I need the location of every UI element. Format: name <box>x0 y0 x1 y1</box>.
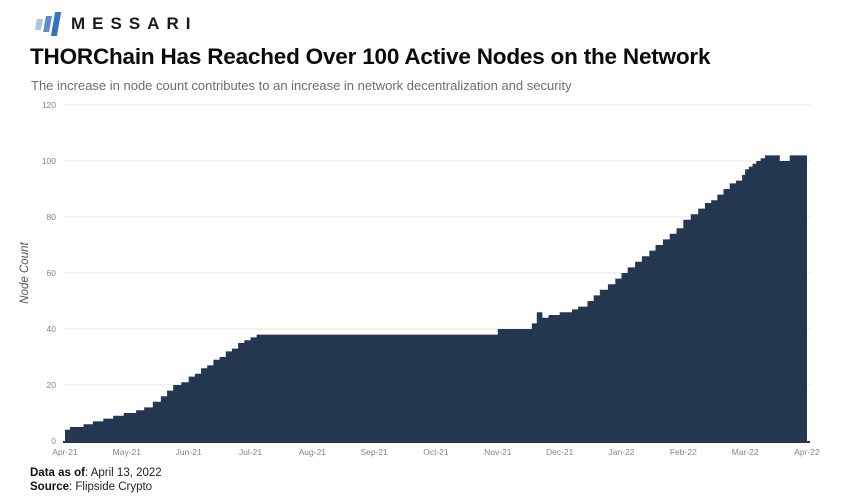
chart-footer: Data as of: April 13, 2022 Source: Flips… <box>30 467 162 494</box>
x-axis-tick-label: Apr-21 <box>52 447 78 457</box>
page-title: THORChain Has Reached Over 100 Active No… <box>30 44 711 69</box>
x-axis-tick-label: Jan-22 <box>609 447 635 457</box>
source-label: Source <box>30 480 69 493</box>
y-axis-tick-label: 100 <box>42 156 56 166</box>
x-axis-tick-label: Jul-21 <box>239 447 262 457</box>
x-axis-tick-label: Feb-22 <box>670 447 697 457</box>
messari-wordmark: MESSARI <box>71 13 198 33</box>
x-axis-tick-label: Nov-21 <box>484 447 512 457</box>
y-axis-tick-label: 120 <box>42 100 56 110</box>
y-axis-tick-label: 0 <box>51 436 56 446</box>
x-axis-tick-label: Mar-22 <box>732 447 759 457</box>
x-axis-tick-label: Sep-21 <box>360 447 388 457</box>
data-as-of-label: Data as of <box>30 467 85 479</box>
source-line: Source: Flipside Crypto <box>30 481 162 495</box>
data-as-of-line: Data as of: April 13, 2022 <box>30 467 162 481</box>
messari-logo-icon <box>35 12 62 36</box>
x-axis-tick-label: Oct-21 <box>423 447 449 457</box>
y-axis-tick-label: 60 <box>47 268 57 278</box>
y-axis-tick-label: 20 <box>47 380 57 390</box>
y-axis-title: Node Count <box>19 242 31 304</box>
y-axis-tick-label: 40 <box>47 324 57 334</box>
node-count-area-series <box>65 155 807 441</box>
x-axis-tick-label: Apr-22 <box>794 447 820 457</box>
page-subtitle: The increase in node count contributes t… <box>31 78 572 93</box>
node-count-area-chart: 0 20 40 60 80 100 120 Apr-21 May-21 Jun-21 Jul-21 A… <box>19 100 820 457</box>
x-axis-tick-label: Dec-21 <box>546 447 574 457</box>
y-axis-tick-label: 80 <box>47 212 57 222</box>
x-axis-tick-label: Aug-21 <box>299 447 327 457</box>
x-axis-tick-label: May-21 <box>113 447 142 457</box>
data-as-of-value: : April 13, 2022 <box>84 467 162 479</box>
messari-logo: MESSARI <box>32 10 197 37</box>
x-axis-tick-label: Jun-21 <box>176 447 202 457</box>
source-value: : Flipside Crypto <box>69 480 153 493</box>
